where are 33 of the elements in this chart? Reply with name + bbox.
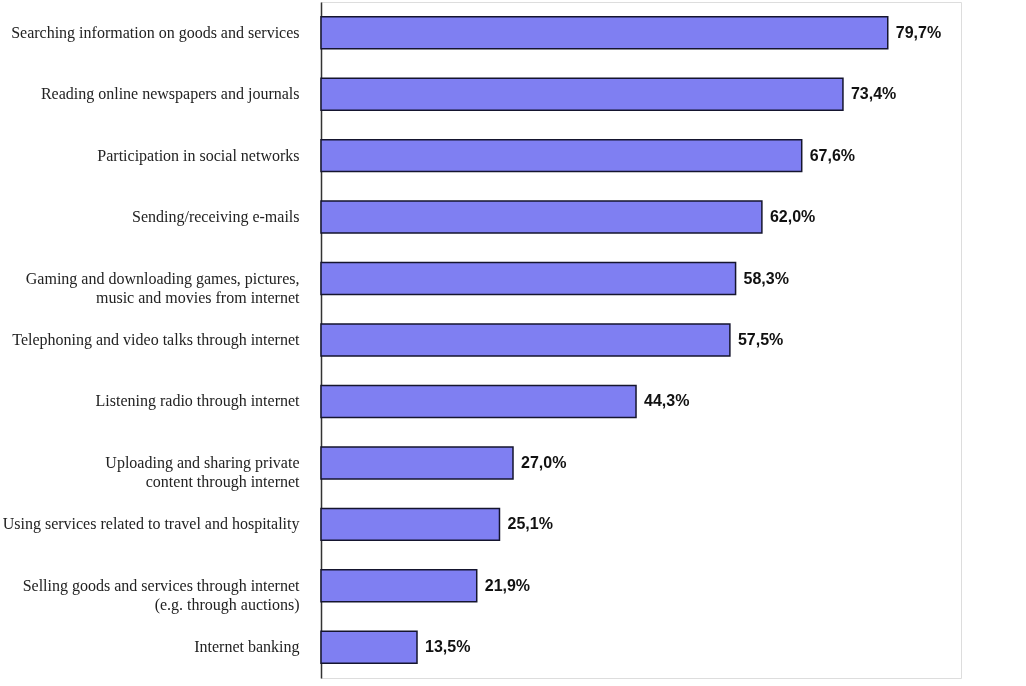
- bar: [320, 384, 637, 419]
- y-tick-label: Uploading and sharing private content through internet: [105, 453, 301, 491]
- bar: [320, 261, 737, 296]
- bar: [320, 77, 844, 111]
- y-tick-label: Internet banking: [194, 638, 300, 657]
- bar: [320, 630, 418, 664]
- data-label: 58,3%: [743, 269, 789, 287]
- bar: [320, 16, 889, 50]
- data-label: 13,5%: [425, 638, 471, 656]
- data-label: 57,5%: [737, 331, 784, 348]
- data-label: 73,4%: [850, 85, 897, 103]
- y-tick-label: Reading online newspapers and journals: [40, 85, 300, 104]
- y-tick-label: Using services related to travel and hospitality: [2, 515, 300, 534]
- bar: [320, 569, 478, 603]
- y-tick-label: Gaming and downloading games, pictures, music and movies from internet: [25, 269, 301, 306]
- y-tick-label: Telephoning and video talks through internet: [12, 331, 301, 349]
- data-label: 62,0%: [769, 208, 816, 226]
- bar: [320, 507, 501, 542]
- data-label: 27,0%: [521, 453, 567, 471]
- data-label: 79,7%: [895, 23, 942, 41]
- bar: [320, 446, 514, 480]
- data-label: 67,6%: [809, 146, 856, 164]
- bar: [320, 323, 731, 357]
- bar: [320, 138, 803, 173]
- y-tick-label: Selling goods and services through internet (e.g. through auctions): [22, 576, 301, 614]
- y-tick-label: Participation in social networks: [97, 146, 300, 165]
- data-label: 44,3%: [644, 392, 690, 410]
- data-label: 21,9%: [484, 576, 531, 594]
- y-tick-label: Listening radio through internet: [95, 392, 301, 411]
- y-tick-label: Sending/receiving e-mails: [131, 208, 300, 227]
- data-label: 25,1%: [507, 515, 553, 533]
- y-tick-label: Searching information on goods and services: [11, 23, 300, 42]
- bar: [320, 200, 763, 234]
